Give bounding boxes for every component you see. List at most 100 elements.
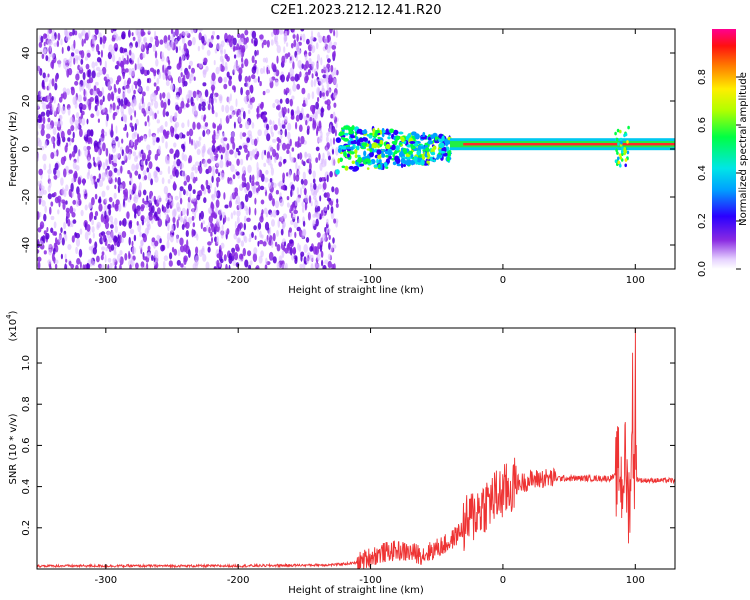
noise-cell — [282, 221, 286, 228]
noise-cell — [264, 187, 267, 193]
noise-cell — [87, 69, 92, 78]
noise-cell — [272, 209, 277, 218]
noise-cell — [60, 253, 64, 260]
noise-cell — [330, 64, 334, 73]
noise-cell — [219, 55, 224, 63]
noise-cell — [78, 248, 83, 258]
noise-cell — [106, 165, 110, 170]
noise-cell — [314, 261, 318, 269]
noise-cell — [146, 222, 151, 227]
noise-cell — [98, 173, 102, 180]
noise-cell — [137, 78, 142, 87]
noise-cell — [94, 181, 98, 189]
colorbar-tick-label: 0.4 — [697, 165, 708, 181]
noise-cell — [259, 81, 262, 87]
noise-cell — [247, 250, 252, 257]
noise-cell — [60, 177, 64, 186]
noise-cell — [229, 105, 234, 112]
noise-cell — [268, 145, 273, 153]
noise-cell — [192, 121, 196, 130]
noise-cell — [52, 247, 56, 255]
noise-cell — [166, 240, 170, 249]
noise-cell — [65, 29, 68, 38]
noise-cell — [244, 193, 249, 203]
noise-cell — [215, 176, 221, 183]
signal-cell — [387, 149, 392, 157]
noise-cell — [82, 72, 86, 80]
noise-cell — [139, 63, 143, 70]
noise-cell — [280, 228, 284, 236]
noise-cell — [108, 106, 112, 114]
noise-cell — [233, 121, 236, 129]
signal-cell — [395, 135, 401, 140]
noise-cell — [106, 185, 110, 191]
noise-cell — [283, 88, 286, 95]
noise-cell — [85, 98, 89, 108]
noise-cell — [225, 104, 230, 114]
noise-cell — [115, 125, 118, 134]
signal-cell — [356, 130, 360, 134]
noise-cell — [224, 204, 229, 209]
noise-cell — [217, 172, 221, 177]
noise-cell — [321, 92, 325, 97]
signal-cell — [410, 154, 414, 158]
noise-cell — [169, 233, 174, 243]
noise-cell — [272, 149, 277, 158]
noise-cell — [238, 116, 242, 123]
noise-cell — [291, 254, 295, 261]
signal-cell — [351, 160, 355, 165]
noise-cell — [220, 242, 225, 249]
noise-cell — [315, 246, 319, 256]
signal-cell — [355, 161, 359, 166]
noise-cell — [175, 94, 180, 100]
noise-cell — [96, 109, 100, 117]
noise-cell — [176, 158, 181, 167]
noise-cell — [123, 127, 127, 131]
noise-cell — [298, 124, 303, 132]
noise-cell — [131, 240, 134, 247]
noise-cell — [190, 29, 194, 34]
noise-cell — [134, 63, 137, 71]
noise-cell — [147, 172, 152, 181]
noise-cell — [134, 208, 138, 214]
noise-cell — [300, 187, 302, 196]
noise-cell — [96, 57, 102, 63]
noise-cell — [93, 175, 96, 185]
noise-cell — [197, 165, 201, 172]
noise-cell — [40, 128, 45, 137]
noise-cell — [143, 174, 148, 181]
noise-cell — [124, 114, 128, 123]
noise-cell — [104, 60, 107, 69]
noise-cell — [107, 264, 110, 269]
signal-cell — [335, 169, 340, 175]
noise-cell — [128, 68, 132, 76]
noise-cell — [163, 255, 169, 262]
noise-cell — [132, 183, 137, 192]
snr-y-scale-label: (x104) — [5, 310, 19, 341]
noise-cell — [162, 64, 165, 74]
noise-cell — [161, 135, 165, 144]
noise-cell — [77, 176, 82, 185]
noise-cell — [223, 76, 228, 83]
noise-cell — [327, 253, 332, 260]
noise-cell — [192, 90, 197, 99]
noise-cell — [334, 187, 339, 195]
noise-cell — [113, 83, 116, 91]
noise-cell — [261, 42, 264, 49]
noise-cell — [137, 223, 142, 233]
noise-cell — [111, 144, 117, 154]
noise-cell — [173, 160, 177, 167]
signal-cell — [346, 146, 352, 150]
noise-cell — [308, 51, 312, 57]
noise-cell — [279, 156, 283, 162]
noise-cell — [37, 261, 41, 269]
noise-cell — [290, 156, 295, 163]
noise-cell — [110, 91, 114, 101]
noise-cell — [290, 76, 295, 82]
noise-cell — [183, 215, 188, 224]
noise-cell — [178, 76, 183, 84]
noise-cell — [60, 227, 63, 234]
noise-cell — [39, 70, 42, 75]
noise-cell — [135, 83, 138, 90]
noise-cell — [192, 222, 195, 228]
